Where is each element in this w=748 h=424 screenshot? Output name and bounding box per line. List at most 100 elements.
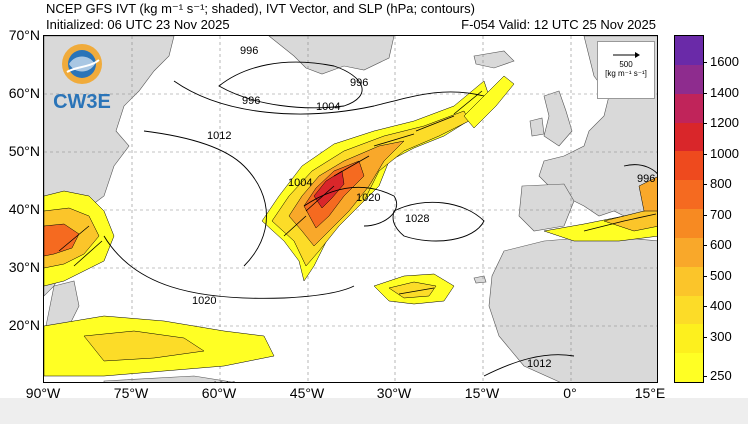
slp-label: 1004: [316, 101, 340, 113]
ivt-europe-corner: [638, 176, 657, 212]
colorbar-segment: [675, 324, 703, 354]
lat-label: 70°N: [8, 27, 40, 43]
colorbar-tick-mark: [703, 336, 707, 338]
slp-1012-west: [143, 130, 267, 267]
lat-label: 30°N: [8, 259, 40, 275]
colorbar-tick-mark: [703, 62, 707, 63]
slp-label: 1004: [288, 177, 312, 189]
logo-text: CW3E: [53, 91, 111, 113]
reference-vector-value: 500: [619, 60, 633, 69]
colorbar-segment: [675, 266, 703, 296]
slp-label: 1012: [527, 358, 551, 370]
colorbar-tick-label: 1400: [710, 84, 739, 100]
slp-contours: [103, 61, 657, 377]
slp-1012-africa: [483, 354, 575, 377]
ivt-caribbean-400: [83, 330, 205, 362]
colorbar-tick-label: 1600: [710, 54, 739, 69]
colorbar-segment: [675, 209, 703, 239]
canary-islands: [473, 275, 487, 284]
cw3e-logo-icon: CW3E: [53, 44, 111, 113]
colorbar-segment: [675, 295, 703, 325]
colorbar-tick-label: 500: [710, 267, 732, 283]
colorbar-tick-label: 1200: [710, 115, 739, 130]
colorbar-segment: [675, 237, 703, 268]
slp-contour-labels: 996 996 996 1004 1012 1004 1020 1028 102…: [192, 45, 655, 383]
colorbar-tick-mark: [703, 245, 707, 246]
ireland: [529, 117, 545, 137]
ivt-colorbar: [674, 35, 704, 383]
lat-label: 20°N: [8, 317, 40, 333]
lat-label: 50°N: [8, 143, 40, 159]
land: [44, 36, 657, 382]
british-isles: [543, 90, 573, 147]
lon-label: 15°W: [464, 385, 500, 401]
lon-label: 75°W: [113, 385, 149, 401]
reference-vector-legend: 500 [kg m⁻¹ s⁻¹]: [597, 41, 655, 99]
slp-label: 1012: [207, 130, 231, 142]
slp-label: 1016: [212, 380, 236, 383]
slp-1020-ar: [303, 186, 397, 227]
valid-time: F-054 Valid: 12 UTC 25 Nov 2025: [461, 17, 656, 32]
lon-label: 30°W: [376, 385, 412, 401]
slp-1020-center: [103, 235, 355, 299]
colorbar-segment: [675, 353, 703, 383]
colorbar-tick-label: 800: [710, 176, 732, 191]
colorbar-tick-label: 700: [710, 206, 732, 222]
initialized-time: Initialized: 06 UTC 23 Nov 2025: [46, 17, 230, 32]
lon-label: 60°W: [201, 385, 237, 401]
colorbar-segment: [675, 122, 703, 152]
slp-label: 996: [240, 45, 258, 57]
colorbar-tick-mark: [703, 214, 707, 216]
lon-label: 15°E: [634, 385, 666, 401]
colorbar-tick-mark: [703, 306, 707, 307]
colorbar-tick-mark: [703, 92, 707, 94]
colorbar-tick-mark: [703, 376, 707, 377]
slp-label: 996: [242, 95, 260, 107]
greenland: [268, 36, 395, 75]
map-title: NCEP GFS IVT (kg m⁻¹ s⁻¹; shaded), IVT V…: [46, 1, 475, 16]
lon-label: 90°W: [25, 385, 61, 401]
iberia: [518, 183, 575, 232]
slp-label: 1020: [356, 192, 380, 204]
colorbar-tick-label: 1000: [710, 145, 739, 161]
graticule: [44, 36, 657, 382]
africa: [488, 235, 657, 382]
reference-vector-units: [kg m⁻¹ s⁻¹]: [605, 69, 647, 78]
map-canvas: 996 996 996 1004 1012 1004 1020 1028 102…: [44, 36, 657, 383]
slp-label: 996: [637, 173, 655, 185]
ivt-iberia-250: [463, 75, 515, 129]
colorbar-segment: [675, 64, 703, 95]
slp-996-europe: [623, 164, 657, 175]
ivt-shading: [44, 75, 657, 377]
reference-arrow-icon: [598, 50, 654, 60]
slp-996-greenland: [218, 61, 363, 109]
colorbar-segment: [675, 93, 703, 123]
colorbar-segment: [675, 180, 703, 210]
slp-1028-high: [392, 201, 485, 242]
colorbar-tick-mark: [703, 153, 707, 155]
lon-label: 0°: [563, 385, 577, 401]
iceland: [473, 50, 515, 69]
colorbar-tick-mark: [703, 184, 707, 185]
colorbar-tick-mark: [703, 275, 707, 277]
ivt-ar-main-1000: [313, 170, 345, 209]
lat-label: 40°N: [8, 201, 40, 217]
lon-label: 45°W: [289, 385, 325, 401]
slp-label: 996: [350, 77, 368, 89]
slp-label: 1020: [192, 295, 216, 307]
ivt-map: 996 996 996 1004 1012 1004 1020 1028 102…: [43, 35, 658, 383]
ivt-us-east-800: [44, 223, 80, 257]
footer-bar: [0, 398, 748, 424]
colorbar-tick-label: 300: [710, 328, 732, 344]
slp-1004-west: [173, 80, 485, 115]
colorbar-segment: [675, 151, 703, 181]
colorbar-tick-label: 250: [710, 368, 732, 383]
lat-label: 60°N: [8, 85, 40, 101]
colorbar-tick-label: 600: [710, 237, 732, 252]
cw3e-logo: CW3E: [49, 38, 119, 116]
ivt-vectors: [58, 90, 657, 295]
colorbar-tick-label: 400: [710, 298, 732, 313]
colorbar-tick-mark: [703, 123, 707, 124]
slp-label: 1028: [405, 213, 429, 225]
colorbar-segment: [675, 36, 703, 66]
